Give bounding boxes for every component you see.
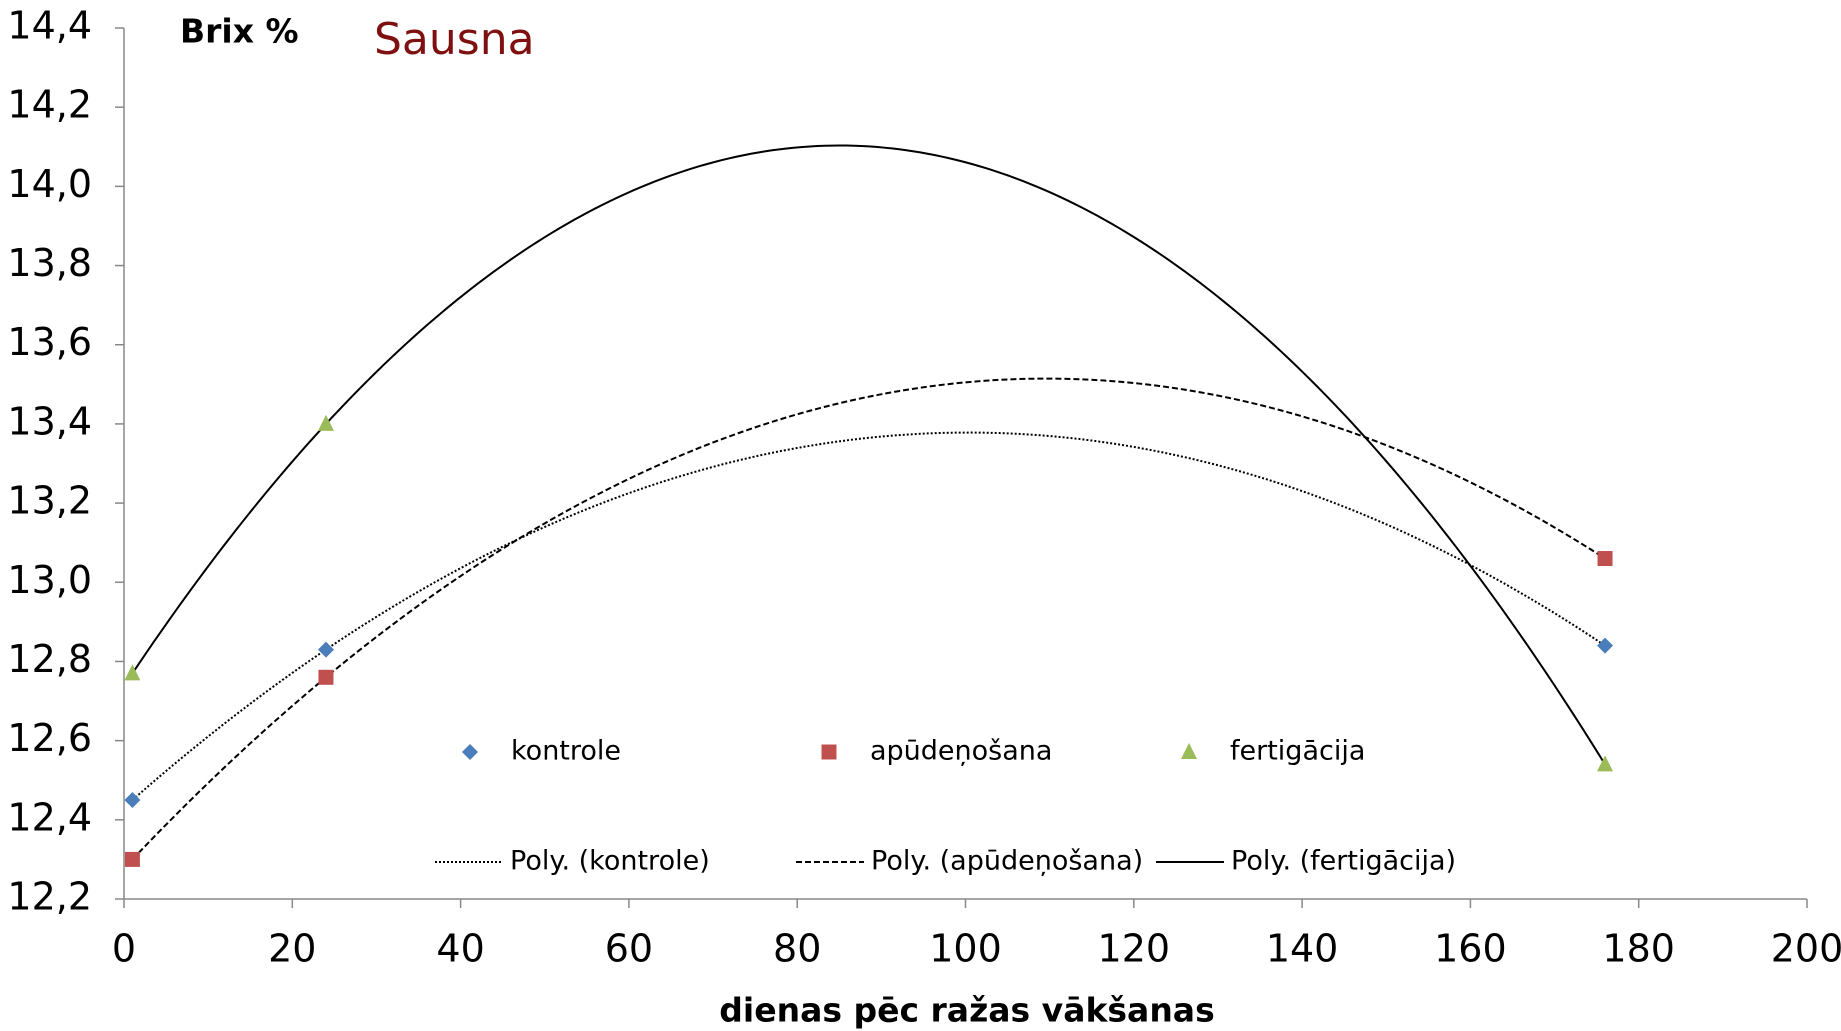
x-tick-label: 160 [1434,927,1507,971]
y-tick-label: 13,0 [7,558,92,602]
y-axis-label: Brix % [180,12,299,51]
x-tick-label: 140 [1266,927,1339,971]
point [317,641,334,658]
trendline [131,431,1606,801]
legend-label: Poly. (kontrole) [510,846,710,877]
point [318,669,334,685]
y-tick-label: 13,2 [7,479,92,523]
legend-label: apūdeņošana [870,736,1052,767]
x-tick-label: 80 [773,927,821,971]
point [124,851,140,867]
x-tick-label: 100 [929,927,1002,971]
point [317,414,334,431]
y-tick-label: 13,4 [7,399,92,443]
y-tick-label: 13,6 [7,320,92,364]
legend-label: kontrole [511,736,621,767]
y-tick-label: 12,4 [7,795,92,839]
legend-marker [462,744,478,760]
legend-label: fertigācija [1230,736,1365,767]
y-tick-label: 12,6 [7,716,92,760]
y-tick-label: 14,2 [7,83,92,127]
point [1597,755,1614,772]
x-tick-label: 180 [1602,927,1675,971]
x-tick-label: 120 [1098,927,1171,971]
x-tick-label: 40 [436,927,484,971]
x-tick-label: 20 [268,927,316,971]
y-tick-label: 12,8 [7,637,92,681]
trendline [131,144,1606,765]
y-tick-label: 13,8 [7,241,92,285]
legend-label: Poly. (fertigācija) [1231,846,1456,877]
legend-marker [1181,743,1197,759]
point [1597,637,1614,654]
x-tick-label: 0 [112,927,136,971]
point [1597,551,1613,567]
legend-label: Poly. (apūdeņošana) [871,846,1143,877]
y-tick-label: 14,0 [7,162,92,206]
x-tick-label: 60 [605,927,653,971]
y-tick-label: 14,4 [7,4,92,48]
x-axis-label: dienas pēc ražas vākšanas [719,991,1214,1030]
trendline [131,377,1606,861]
chart-title: Sausna [374,14,535,65]
x-tick-label: 200 [1771,927,1841,971]
point [124,664,141,681]
legend-marker [821,744,837,760]
point [124,792,141,809]
y-tick-label: 12,2 [7,875,92,919]
